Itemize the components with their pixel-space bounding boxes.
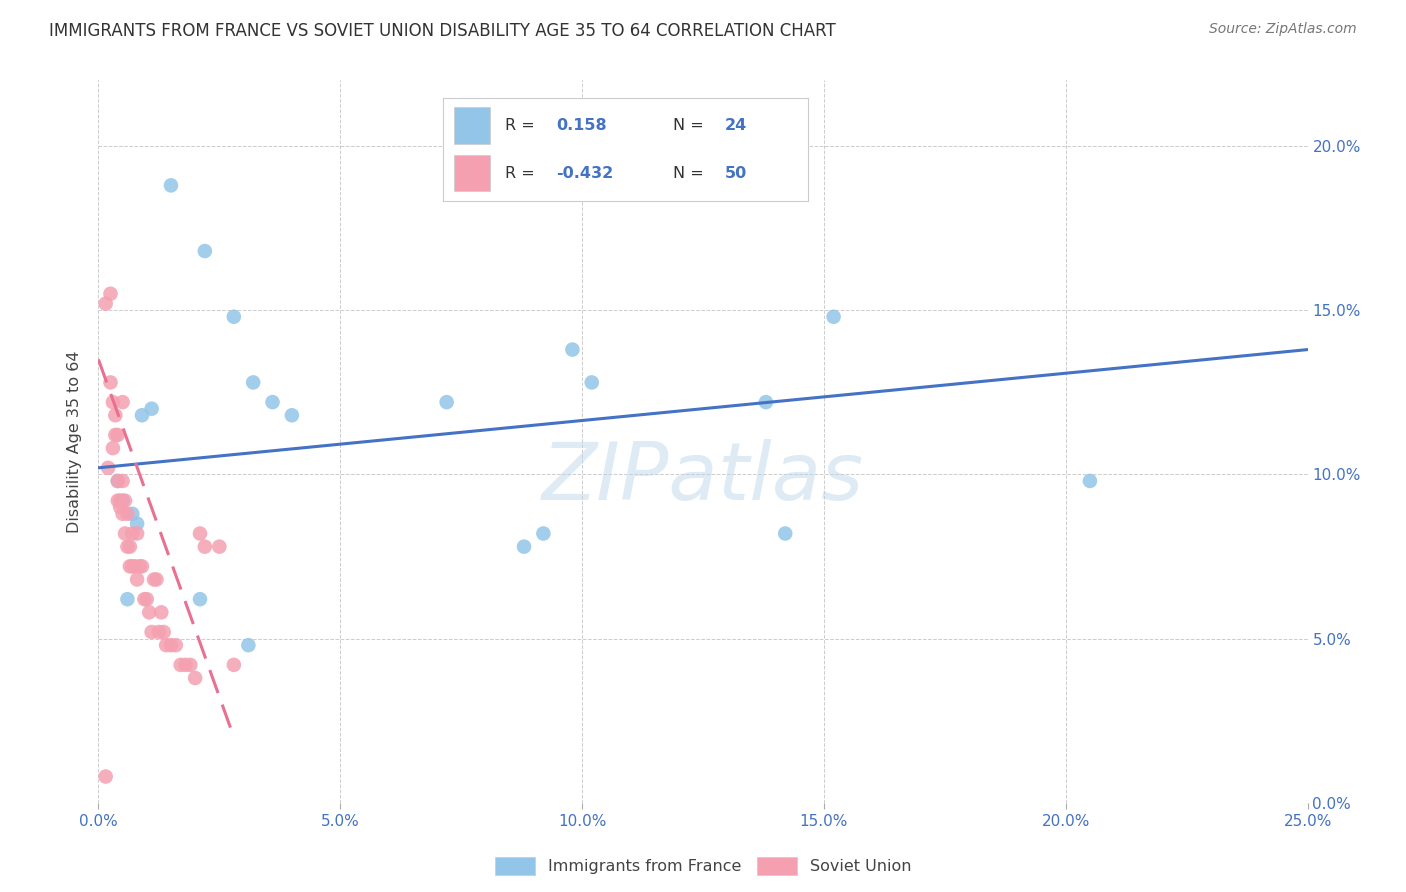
Text: R =: R = bbox=[505, 166, 534, 180]
Point bbox=[117, 540, 139, 554]
Point bbox=[118, 540, 141, 554]
Point bbox=[94, 296, 117, 310]
Point bbox=[188, 526, 211, 541]
Point bbox=[97, 460, 120, 475]
Point bbox=[121, 526, 143, 541]
Point bbox=[94, 770, 117, 784]
Point bbox=[184, 671, 207, 685]
Point bbox=[138, 605, 160, 619]
Point bbox=[111, 474, 134, 488]
Point bbox=[127, 573, 149, 587]
Point bbox=[121, 559, 143, 574]
Point bbox=[134, 592, 156, 607]
Text: ZIPatlas: ZIPatlas bbox=[541, 439, 865, 516]
Bar bbox=[454, 154, 491, 192]
Point bbox=[160, 638, 183, 652]
Point bbox=[150, 605, 173, 619]
Point bbox=[773, 526, 796, 541]
Point bbox=[238, 638, 260, 652]
Text: N =: N = bbox=[673, 166, 704, 180]
Text: 24: 24 bbox=[724, 119, 747, 133]
Point bbox=[141, 401, 163, 416]
Point bbox=[124, 559, 146, 574]
Point bbox=[222, 657, 245, 672]
Point bbox=[114, 526, 136, 541]
Point bbox=[188, 592, 211, 607]
Point bbox=[100, 376, 122, 390]
Point bbox=[127, 526, 149, 541]
Point bbox=[152, 625, 174, 640]
Point bbox=[143, 573, 166, 587]
Point bbox=[101, 395, 124, 409]
Point bbox=[823, 310, 845, 324]
Point bbox=[118, 559, 141, 574]
Point bbox=[121, 507, 143, 521]
Point bbox=[194, 244, 217, 258]
Point bbox=[561, 343, 583, 357]
Point bbox=[145, 573, 167, 587]
Point bbox=[111, 493, 134, 508]
Text: IMMIGRANTS FROM FRANCE VS SOVIET UNION DISABILITY AGE 35 TO 64 CORRELATION CHART: IMMIGRANTS FROM FRANCE VS SOVIET UNION D… bbox=[49, 22, 837, 40]
Point bbox=[114, 493, 136, 508]
Point bbox=[513, 540, 536, 554]
Point bbox=[107, 474, 129, 488]
Point bbox=[104, 428, 127, 442]
Point bbox=[194, 540, 217, 554]
Text: N =: N = bbox=[673, 119, 704, 133]
Point bbox=[281, 409, 304, 423]
Point bbox=[107, 493, 129, 508]
Text: Source: ZipAtlas.com: Source: ZipAtlas.com bbox=[1209, 22, 1357, 37]
Point bbox=[117, 507, 139, 521]
Bar bbox=[454, 107, 491, 145]
Point bbox=[135, 592, 157, 607]
Point bbox=[169, 657, 191, 672]
Point bbox=[531, 526, 554, 541]
Point bbox=[131, 409, 153, 423]
Point bbox=[108, 493, 131, 508]
Point bbox=[755, 395, 778, 409]
Point bbox=[111, 507, 134, 521]
Point bbox=[131, 559, 153, 574]
Text: 0.158: 0.158 bbox=[557, 119, 607, 133]
Point bbox=[107, 474, 129, 488]
Point bbox=[165, 638, 187, 652]
Point bbox=[436, 395, 458, 409]
Legend: Immigrants from France, Soviet Union: Immigrants from France, Soviet Union bbox=[488, 850, 918, 881]
Point bbox=[174, 657, 197, 672]
Point bbox=[1078, 474, 1101, 488]
Text: 50: 50 bbox=[724, 166, 747, 180]
Point bbox=[127, 516, 149, 531]
Point bbox=[141, 625, 163, 640]
Point bbox=[100, 286, 122, 301]
Point bbox=[128, 559, 150, 574]
Point bbox=[148, 625, 170, 640]
Point bbox=[222, 310, 245, 324]
Point bbox=[208, 540, 231, 554]
Point bbox=[179, 657, 201, 672]
Point bbox=[101, 441, 124, 455]
Point bbox=[107, 428, 129, 442]
Text: R =: R = bbox=[505, 119, 534, 133]
Point bbox=[155, 638, 177, 652]
Point bbox=[242, 376, 264, 390]
Point bbox=[117, 592, 139, 607]
Point bbox=[581, 376, 603, 390]
Text: -0.432: -0.432 bbox=[557, 166, 613, 180]
Point bbox=[160, 178, 183, 193]
Point bbox=[262, 395, 284, 409]
Point bbox=[104, 409, 127, 423]
Point bbox=[108, 500, 131, 515]
Point bbox=[111, 395, 134, 409]
Y-axis label: Disability Age 35 to 64: Disability Age 35 to 64 bbox=[67, 351, 83, 533]
